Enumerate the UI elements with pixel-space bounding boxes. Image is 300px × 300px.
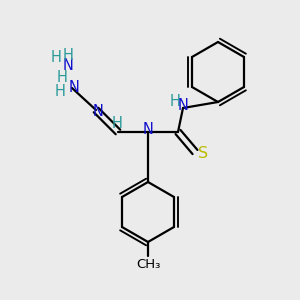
Text: H: H [57,70,68,86]
Text: H: H [51,50,62,65]
Text: N: N [178,98,188,112]
Text: N: N [93,103,104,118]
Text: S: S [198,146,208,161]
Text: N: N [142,122,153,137]
Text: CH₃: CH₃ [136,257,160,271]
Text: H: H [63,49,74,64]
Text: H: H [112,116,122,130]
Text: N: N [69,80,80,94]
Text: H: H [169,94,180,109]
Text: H: H [55,85,65,100]
Text: N: N [63,58,74,74]
